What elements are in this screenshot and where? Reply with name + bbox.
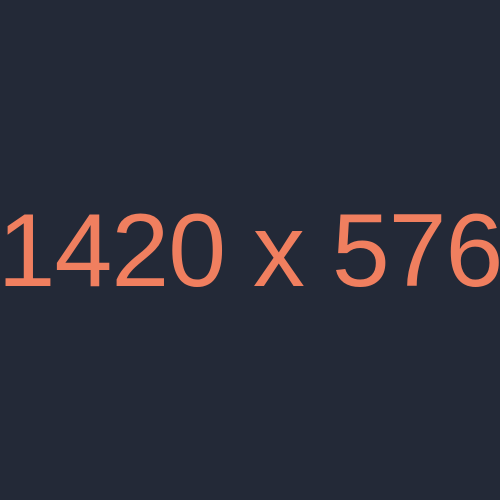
dimensions-label: 1420 x 576 <box>0 193 500 309</box>
